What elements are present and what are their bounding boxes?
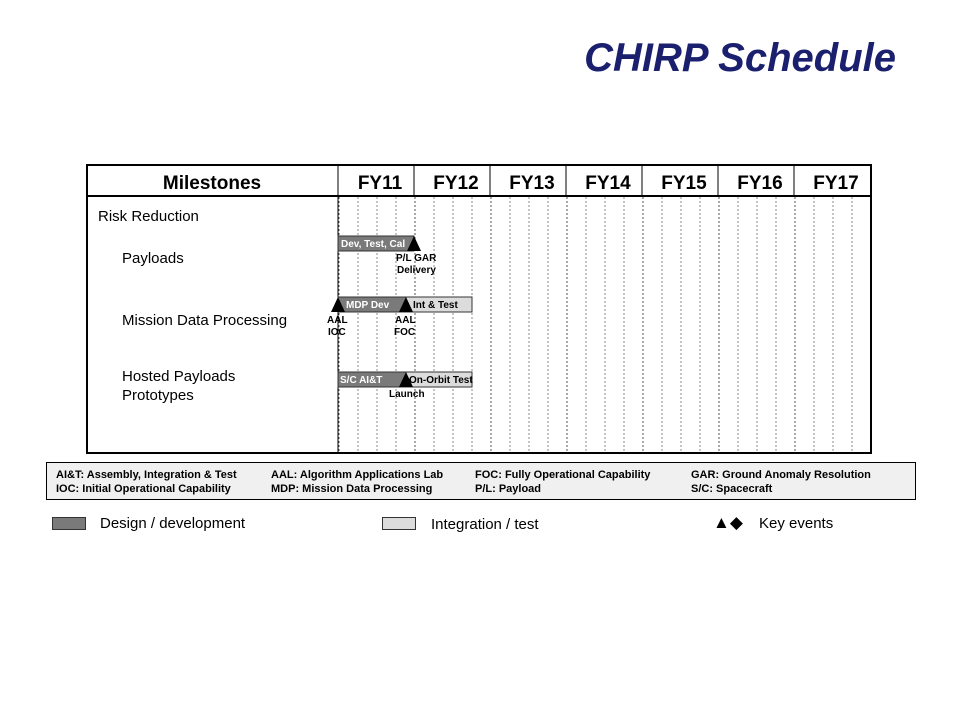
- glossary-aal: AAL: Algorithm Applications Lab: [271, 469, 444, 481]
- milestone-pl-gar-delivery-icon: [407, 236, 421, 251]
- fy-header-fy14: FY14: [585, 173, 631, 194]
- bar-payloads-dev-label: Dev, Test, Cal: [341, 239, 405, 250]
- glossary-ait: AI&T: Assembly, Integration & Test: [56, 469, 237, 481]
- row-hosted-payloads-line2: Prototypes: [122, 387, 194, 404]
- acronym-glossary: AI&T: Assembly, Integration & Test IOC: …: [46, 462, 916, 500]
- glossary-col-4: GAR: Ground Anomaly Resolution S/C: Spac…: [691, 468, 871, 496]
- annotation-pl-gar-line1: P/L GAR: [396, 253, 437, 264]
- schedule-gantt: Milestones FY11 FY12 FY13 FY14 FY15 FY16 FY17 …: [86, 164, 872, 454]
- milestone-launch-icon: [399, 372, 413, 387]
- fy-header-fy12: FY12: [433, 173, 478, 194]
- gantt-canvas: Milestones FY11 FY12 FY13 FY14 FY15 FY16 FY17 …: [88, 166, 870, 452]
- glossary-gar: GAR: Ground Anomaly Resolution: [691, 469, 871, 481]
- annotation-pl-gar-line2: Delivery: [397, 265, 436, 276]
- legend-design-swatch: [52, 517, 86, 530]
- milestone-aal-ioc-icon: [331, 297, 345, 312]
- glossary-col-1: AI&T: Assembly, Integration & Test IOC: …: [56, 468, 237, 496]
- legend-integration-label: Integration / test: [431, 516, 539, 533]
- annotation-aal-ioc-line2: IOC: [328, 327, 346, 338]
- fy-header-fy17: FY17: [813, 173, 858, 194]
- fy-header-fy11: FY11: [358, 173, 403, 194]
- fy-header-fy16: FY16: [737, 173, 782, 194]
- glossary-pl: P/L: Payload: [475, 483, 542, 495]
- row-mission-data-processing: Mission Data Processing: [122, 312, 287, 329]
- glossary-mdp: MDP: Mission Data Processing: [271, 483, 433, 495]
- glossary-foc: FOC: Fully Operational Capability: [475, 469, 651, 481]
- bar-hp-on-orbit-test-label: On-Orbit Test: [409, 375, 473, 386]
- legend-design-label: Design / development: [100, 515, 246, 532]
- row-risk-reduction: Risk Reduction: [98, 208, 199, 225]
- bar-mdp-dev-label: MDP Dev: [346, 300, 390, 311]
- legend-integration-swatch: [382, 517, 416, 530]
- row-payloads: Payloads: [122, 250, 184, 267]
- legend-key-events-icon: ▲◆: [713, 513, 743, 532]
- milestone-aal-foc-icon: [399, 297, 413, 312]
- legend-key-events-label: Key events: [759, 515, 834, 532]
- annotation-aal-ioc-line1: AAL: [327, 315, 348, 326]
- row-hosted-payloads-line1: Hosted Payloads: [122, 368, 235, 385]
- slide-title: CHIRP Schedule: [584, 36, 896, 80]
- glossary-col-3: FOC: Fully Operational Capability P/L: P…: [475, 468, 650, 496]
- fy-header-fy15: FY15: [661, 173, 707, 194]
- glossary-ioc: IOC: Initial Operational Capability: [56, 483, 231, 495]
- annotation-launch: Launch: [389, 389, 425, 400]
- milestones-header: Milestones: [163, 173, 261, 194]
- annotation-aal-foc-line1: AAL: [395, 315, 416, 326]
- bar-hp-sc-ait-label: S/C AI&T: [340, 375, 382, 386]
- bar-mdp-int-test-label: Int & Test: [413, 300, 458, 311]
- glossary-col-2: AAL: Algorithm Applications Lab MDP: Mis…: [271, 468, 443, 496]
- glossary-sc: S/C: Spacecraft: [691, 483, 773, 495]
- fy-header-fy13: FY13: [509, 173, 554, 194]
- annotation-aal-foc-line2: FOC: [394, 327, 415, 338]
